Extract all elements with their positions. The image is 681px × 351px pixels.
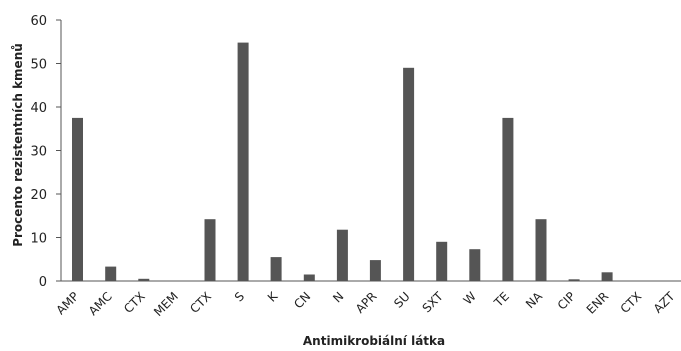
bar bbox=[270, 257, 282, 281]
x-tick-label: W bbox=[461, 289, 479, 307]
y-tick-label: 10 bbox=[30, 232, 47, 247]
y-tick-label: 50 bbox=[30, 58, 47, 73]
x-tick-label: S bbox=[232, 289, 247, 304]
bar bbox=[204, 219, 216, 281]
bar bbox=[436, 241, 448, 281]
y-tick-label: 30 bbox=[30, 145, 47, 160]
bar bbox=[72, 117, 83, 282]
x-tick-label: TE bbox=[491, 289, 512, 310]
x-tick-label: SU bbox=[391, 289, 413, 311]
bar bbox=[601, 272, 613, 281]
x-tick-label: CN bbox=[291, 289, 313, 311]
bar bbox=[138, 278, 150, 281]
y-tick-label: 0 bbox=[39, 275, 47, 290]
x-tick-label: MEM bbox=[151, 289, 181, 319]
y-axis-title: Procento rezistentních kmenů bbox=[11, 43, 25, 247]
x-tick-label: CTX bbox=[618, 289, 645, 316]
bar bbox=[535, 219, 547, 281]
x-axis: AMP AMC CTX MEM CTX S K CN N APR SU SXT W TE NA CIP ENR C… bbox=[54, 280, 681, 319]
x-tick-label: AMP bbox=[54, 289, 82, 317]
x-tick-label: N bbox=[330, 289, 346, 305]
x-tick-label: CTX bbox=[121, 289, 148, 316]
x-tick-label: SXT bbox=[420, 289, 447, 316]
x-tick-label: APR bbox=[353, 289, 380, 316]
bars bbox=[72, 42, 613, 282]
bar bbox=[568, 279, 580, 281]
bar bbox=[237, 42, 249, 281]
bar bbox=[502, 117, 514, 282]
y-axis: 0 10 20 30 40 50 60 bbox=[30, 14, 62, 290]
x-axis-title: Antimikrobiální látka bbox=[303, 334, 445, 348]
bar bbox=[369, 260, 381, 281]
x-tick-label: CTX bbox=[187, 289, 214, 316]
bar bbox=[403, 67, 415, 281]
bar bbox=[336, 229, 348, 281]
bar bbox=[303, 274, 315, 281]
x-tick-label: NA bbox=[523, 289, 546, 312]
x-tick-label: K bbox=[265, 288, 281, 304]
bar bbox=[105, 266, 117, 281]
bar bbox=[469, 249, 481, 281]
x-tick-label: ENR bbox=[584, 289, 612, 317]
x-tick-label: AMC bbox=[86, 289, 115, 318]
y-tick-label: 20 bbox=[30, 188, 47, 203]
y-tick-label: 40 bbox=[30, 101, 47, 116]
x-tick-label: AZT bbox=[651, 289, 678, 316]
y-tick-label: 60 bbox=[30, 14, 47, 29]
x-tick-label: CIP bbox=[555, 289, 578, 312]
